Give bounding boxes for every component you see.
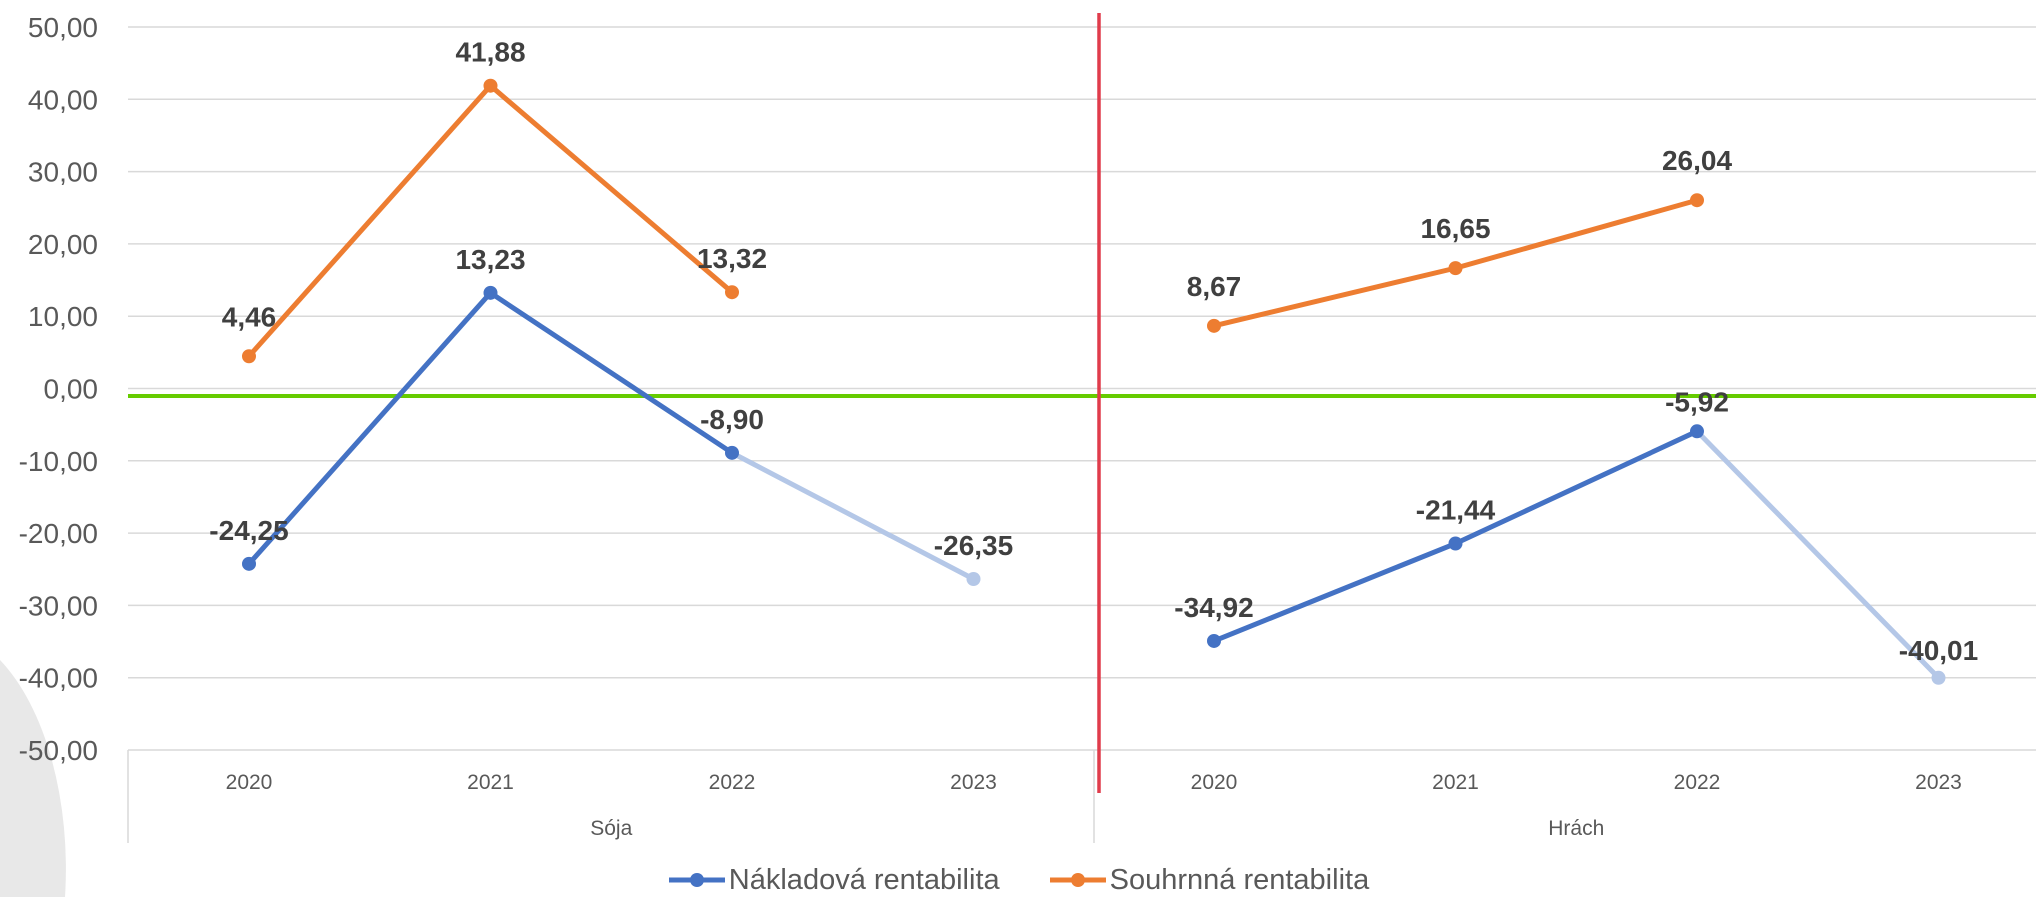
x-tick-label: 2023 [1915, 771, 1962, 794]
series-segment [488, 290, 735, 456]
data-label: 41,88 [455, 37, 525, 68]
data-point[interactable] [1690, 424, 1704, 439]
data-label: 26,04 [1662, 145, 1732, 176]
data-point[interactable] [242, 556, 256, 571]
data-label: -24,25 [209, 515, 288, 546]
data-point[interactable] [1448, 536, 1463, 551]
data-label: -5,92 [1665, 386, 1729, 417]
data-point[interactable] [242, 349, 256, 364]
data-label: 13,23 [455, 244, 525, 275]
data-label: 8,67 [1187, 271, 1242, 302]
y-tick-label: -50,00 [19, 735, 98, 766]
data-label: 13,32 [697, 243, 767, 274]
data-label: -21,44 [1416, 495, 1496, 526]
series-segment [1694, 428, 1941, 681]
legend-swatch-nakladova [668, 873, 725, 887]
x-tick-label: 2021 [467, 771, 514, 794]
data-point[interactable] [1207, 633, 1221, 648]
x-tick-label: 2022 [709, 771, 756, 794]
y-tick-label: -20,00 [19, 518, 98, 549]
x-tick-label: 2020 [1191, 771, 1238, 794]
data-point[interactable] [966, 572, 981, 587]
legend-swatch-souhrnna [1049, 873, 1106, 887]
y-tick-label: -10,00 [19, 446, 98, 477]
x-tick-label: 2022 [1674, 771, 1721, 794]
group-label: Hrách [1548, 817, 1604, 840]
series-segment [729, 450, 976, 582]
background-decoration [0, 660, 66, 897]
data-label: -40,01 [1899, 635, 1978, 666]
data-label: -8,90 [700, 404, 764, 435]
legend: Nákladová rentabilita Souhrnná rentabili… [0, 862, 2036, 898]
data-label: -34,92 [1174, 592, 1253, 623]
y-tick-label: 0,00 [44, 374, 99, 405]
series-segment [1453, 197, 1700, 271]
legend-item-nakladova[interactable]: Nákladová rentabilita [667, 862, 1000, 898]
series-segment [1211, 541, 1458, 644]
y-tick-label: 20,00 [28, 229, 98, 260]
series-segment [246, 83, 493, 359]
y-tick-label: 50,00 [28, 12, 98, 43]
data-point[interactable] [725, 285, 739, 300]
x-tick-label: 2021 [1432, 771, 1479, 794]
group-label: Sója [590, 817, 632, 840]
data-label: 16,65 [1420, 213, 1490, 244]
series-segment [488, 83, 735, 295]
series-segment [246, 290, 493, 567]
series-segment [1211, 265, 1458, 329]
data-label: 4,46 [222, 301, 277, 332]
data-point[interactable] [483, 78, 498, 93]
x-tick-label: 2023 [950, 771, 997, 794]
legend-label-nakladova: Nákladová rentabilita [728, 863, 1000, 896]
data-point[interactable] [1448, 261, 1463, 276]
y-tick-label: 10,00 [28, 301, 98, 332]
y-tick-label: -30,00 [19, 590, 98, 621]
legend-label-souhrnna: Souhrnná rentabilita [1109, 863, 1370, 896]
data-label: -26,35 [934, 530, 1013, 561]
series-segment [1453, 428, 1700, 547]
data-point[interactable] [1690, 193, 1704, 208]
legend-item-souhrnna[interactable]: Souhrnná rentabilita [1048, 862, 1370, 898]
data-point[interactable] [483, 285, 498, 300]
y-tick-label: 40,00 [28, 84, 98, 115]
y-tick-label: -40,00 [19, 663, 98, 694]
data-point[interactable] [1207, 318, 1221, 333]
data-point[interactable] [1931, 670, 1946, 685]
x-tick-label: 2020 [226, 771, 273, 794]
data-point[interactable] [725, 445, 739, 460]
y-tick-label: 30,00 [28, 157, 98, 188]
